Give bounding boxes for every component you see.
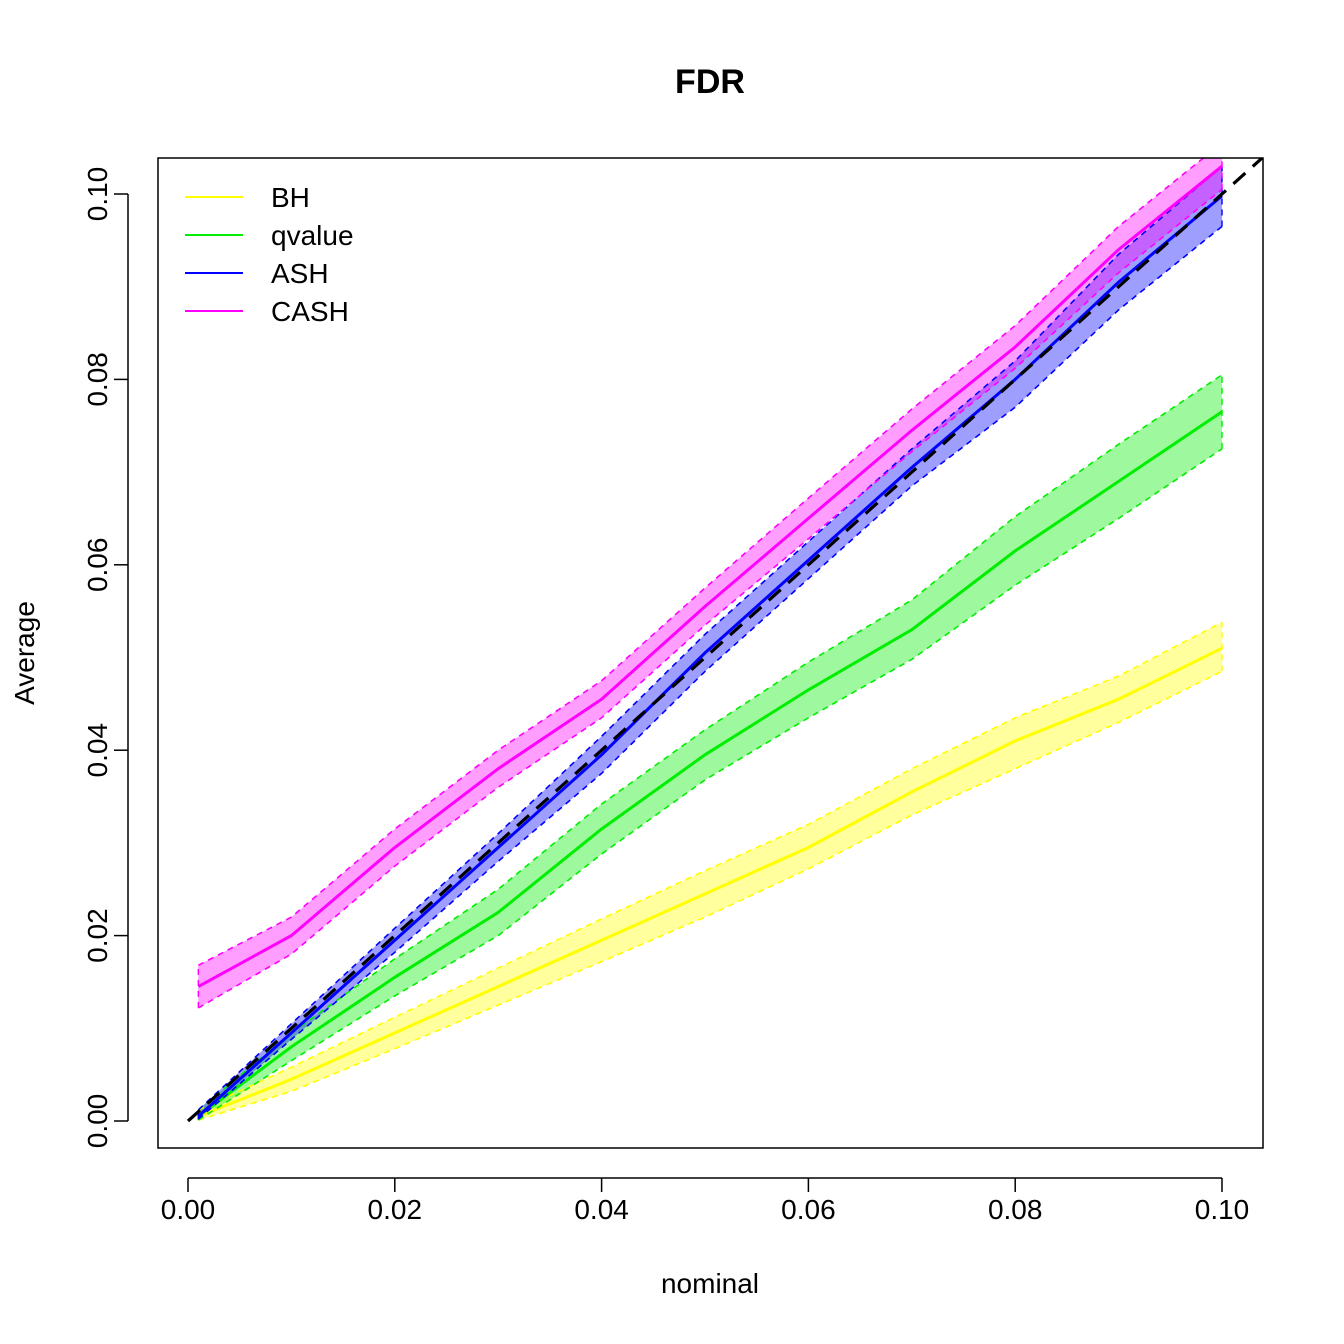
chart-title: FDR [675,63,745,101]
x-axis: 0.00 0.02 0.04 0.06 0.08 0.10 [161,1177,1250,1225]
plot-frame [157,157,1264,1149]
legend-label-qvalue: qvalue [271,220,354,251]
x-tick-label: 0.00 [161,1194,216,1225]
band-qvalue [198,374,1223,1121]
y-tick-label: 0.08 [82,352,113,407]
legend-label-bh: BH [271,182,310,213]
legend-label-cash: CASH [271,296,349,327]
band-cash [198,158,1222,1008]
upper-bound-ash [197,165,1223,1111]
band-bh [198,622,1223,1121]
mean-line-cash [197,165,1223,988]
mean-line-qvalue [197,410,1223,1118]
lower-bound-qvalue [197,448,1223,1121]
mean-line-bh [197,646,1223,1118]
legend-label-ash: ASH [271,258,329,289]
x-tick-label: 0.08 [988,1194,1043,1225]
series-lines [197,158,1223,1121]
x-axis-label: nominal [661,1268,759,1299]
y-tick-label: 0.10 [82,167,113,222]
x-tick-label: 0.06 [781,1194,836,1225]
lower-bound-ash [197,225,1223,1120]
x-tick-label: 0.04 [574,1194,629,1225]
lower-bound-cash [197,188,1223,1009]
lower-bound-bh [198,670,1223,1121]
x-tick-label: 0.02 [368,1194,423,1225]
y-tick-label: 0.06 [82,538,113,593]
y-axis-label: Average [9,601,40,705]
confidence-bands [198,158,1223,1121]
y-axis: 0.00 0.02 0.04 0.06 0.08 0.10 [82,167,129,1149]
upper-bound-cash [197,158,1205,967]
reference-line [186,158,1263,1123]
y-tick-label: 0.00 [82,1094,113,1149]
y-tick-label: 0.04 [82,723,113,778]
x-tick-label: 0.10 [1195,1194,1250,1225]
band-ash [198,166,1223,1120]
reference-line-group [186,158,1263,1123]
legend: BH qvalue ASH CASH [185,182,354,327]
upper-bound-bh [197,621,1223,1111]
y-tick-label: 0.02 [82,908,113,963]
